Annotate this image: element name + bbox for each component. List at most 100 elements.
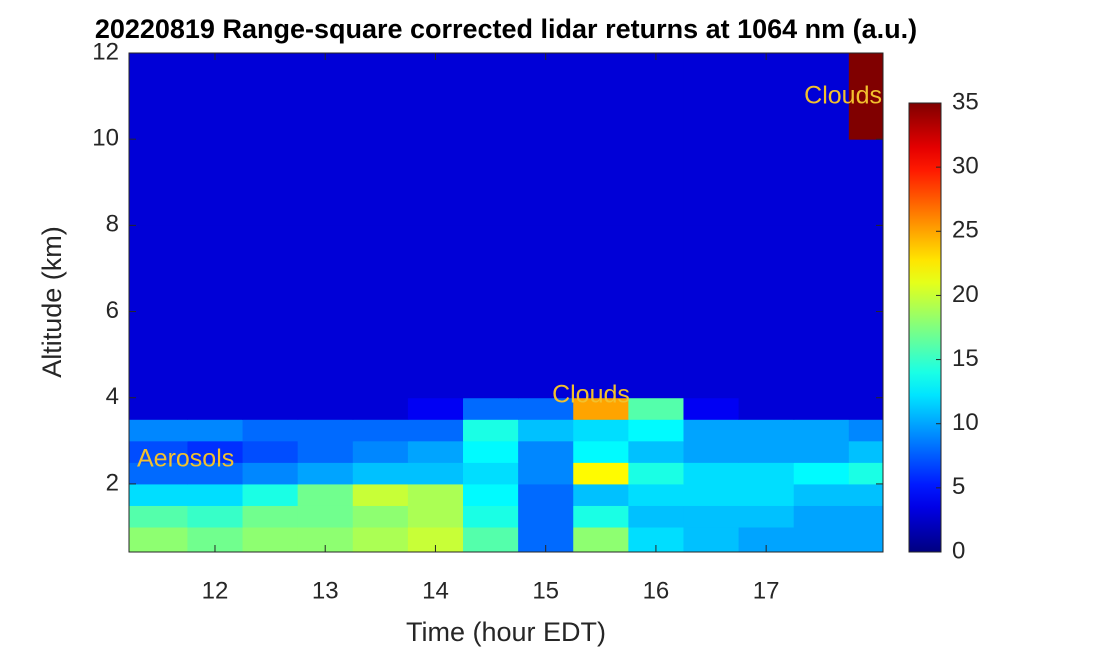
heat-cell: [683, 419, 740, 442]
heat-cell: [187, 139, 244, 226]
heat-cell: [628, 440, 684, 463]
heat-cell: [463, 483, 519, 506]
heat-cell: [187, 53, 244, 140]
heat-cell: [628, 505, 684, 528]
heat-cell: [352, 440, 409, 463]
heat-cell: [848, 397, 884, 420]
heat-cell: [683, 483, 740, 506]
heat-cell: [628, 419, 684, 442]
heat-cell: [187, 440, 244, 463]
heat-cell: [352, 483, 409, 506]
heat-cell: [242, 311, 299, 399]
heat-cell: [352, 462, 409, 485]
heat-cell: [518, 505, 574, 528]
heat-cell: [407, 53, 464, 140]
heat-cell: [573, 139, 629, 226]
heat-cell: [518, 483, 574, 506]
heat-cell: [848, 505, 884, 528]
heat-cell: [683, 527, 740, 553]
heat-cell: [242, 440, 299, 463]
heat-cell: [738, 462, 795, 485]
x-tick-label: 12: [202, 577, 229, 604]
plot-frame: [128, 52, 884, 553]
heat-cell: [187, 225, 244, 313]
heat-cell: [463, 527, 519, 553]
heat-cell: [518, 419, 574, 442]
heat-cell: [297, 139, 354, 226]
heat-cell: [407, 483, 464, 506]
x-tick-label: 17: [753, 577, 780, 604]
heat-cell: [848, 225, 884, 313]
heat-cell: [738, 311, 795, 399]
heat-cell: [187, 505, 244, 528]
heat-cell: [242, 53, 299, 140]
annotation: Clouds: [804, 82, 882, 110]
heat-cell: [628, 53, 684, 140]
heat-cell: [683, 440, 740, 463]
heat-cell: [848, 139, 884, 226]
heat-cell: [518, 462, 574, 485]
heat-cell: [738, 139, 795, 226]
heat-cell: [848, 483, 884, 506]
heat-cell: [187, 397, 244, 420]
y-tick-label: 8: [106, 211, 119, 238]
heat-cell: [573, 225, 629, 313]
heat-cell: [738, 53, 795, 140]
heat-cell: [628, 397, 684, 420]
colorbar-fill: [908, 102, 942, 553]
heat-cell: [518, 440, 574, 463]
colorbar: 0 5 10 15 20 25 30 35: [908, 88, 979, 564]
heat-cell: [129, 225, 188, 313]
heat-cell: [352, 527, 409, 553]
colorbar-tick-label: 15: [952, 345, 979, 372]
heat-cell: [242, 527, 299, 553]
heat-cell: [242, 139, 299, 226]
heat-cell: [407, 440, 464, 463]
heat-cell: [793, 505, 850, 528]
heat-cell: [573, 419, 629, 442]
heat-cell: [573, 53, 629, 140]
heat-cell: [242, 462, 299, 485]
heat-cell: [297, 419, 354, 442]
heat-cell: [518, 139, 574, 226]
heat-cell: [793, 53, 850, 140]
heat-cell: [793, 483, 850, 506]
heat-cell: [683, 505, 740, 528]
heat-cell: [352, 53, 409, 140]
y-tick-label: 6: [106, 297, 119, 324]
heat-cell: [573, 527, 629, 553]
annotation: Aerosols: [137, 445, 234, 473]
heat-cell: [352, 139, 409, 226]
heat-cell: [463, 311, 519, 399]
axes: 12 13 14 15 16 17 2 4 6 8 10 12: [92, 38, 884, 604]
heat-cell: [573, 483, 629, 506]
chart-title: 20220819 Range-square corrected lidar re…: [95, 14, 917, 44]
heat-cell: [463, 139, 519, 226]
colorbar-tick-label: 25: [952, 217, 979, 244]
heat-cell: [187, 462, 244, 485]
heat-cell: [848, 440, 884, 463]
heat-cell: [407, 419, 464, 442]
heat-cell: [628, 462, 684, 485]
x-tick-label: 13: [312, 577, 339, 604]
heat-cell: [573, 311, 629, 399]
x-axis-label: Time (hour EDT): [406, 617, 606, 647]
heat-cell: [573, 462, 629, 485]
colorbar-tick-label: 30: [952, 152, 979, 179]
heat-cell: [129, 139, 188, 226]
heat-cell: [242, 225, 299, 313]
heat-cell: [352, 505, 409, 528]
heat-cell: [738, 505, 795, 528]
heat-cell: [352, 397, 409, 420]
x-tick-label: 15: [532, 577, 559, 604]
heat-cell: [129, 462, 188, 485]
heat-cell: [463, 397, 519, 420]
annotation: Clouds: [552, 381, 630, 409]
heat-cell: [129, 53, 188, 140]
heat-cell: [129, 527, 188, 553]
heat-cell: [297, 311, 354, 399]
heat-cell: [738, 440, 795, 463]
heat-cell: [187, 311, 244, 399]
heat-cell: [129, 483, 188, 506]
